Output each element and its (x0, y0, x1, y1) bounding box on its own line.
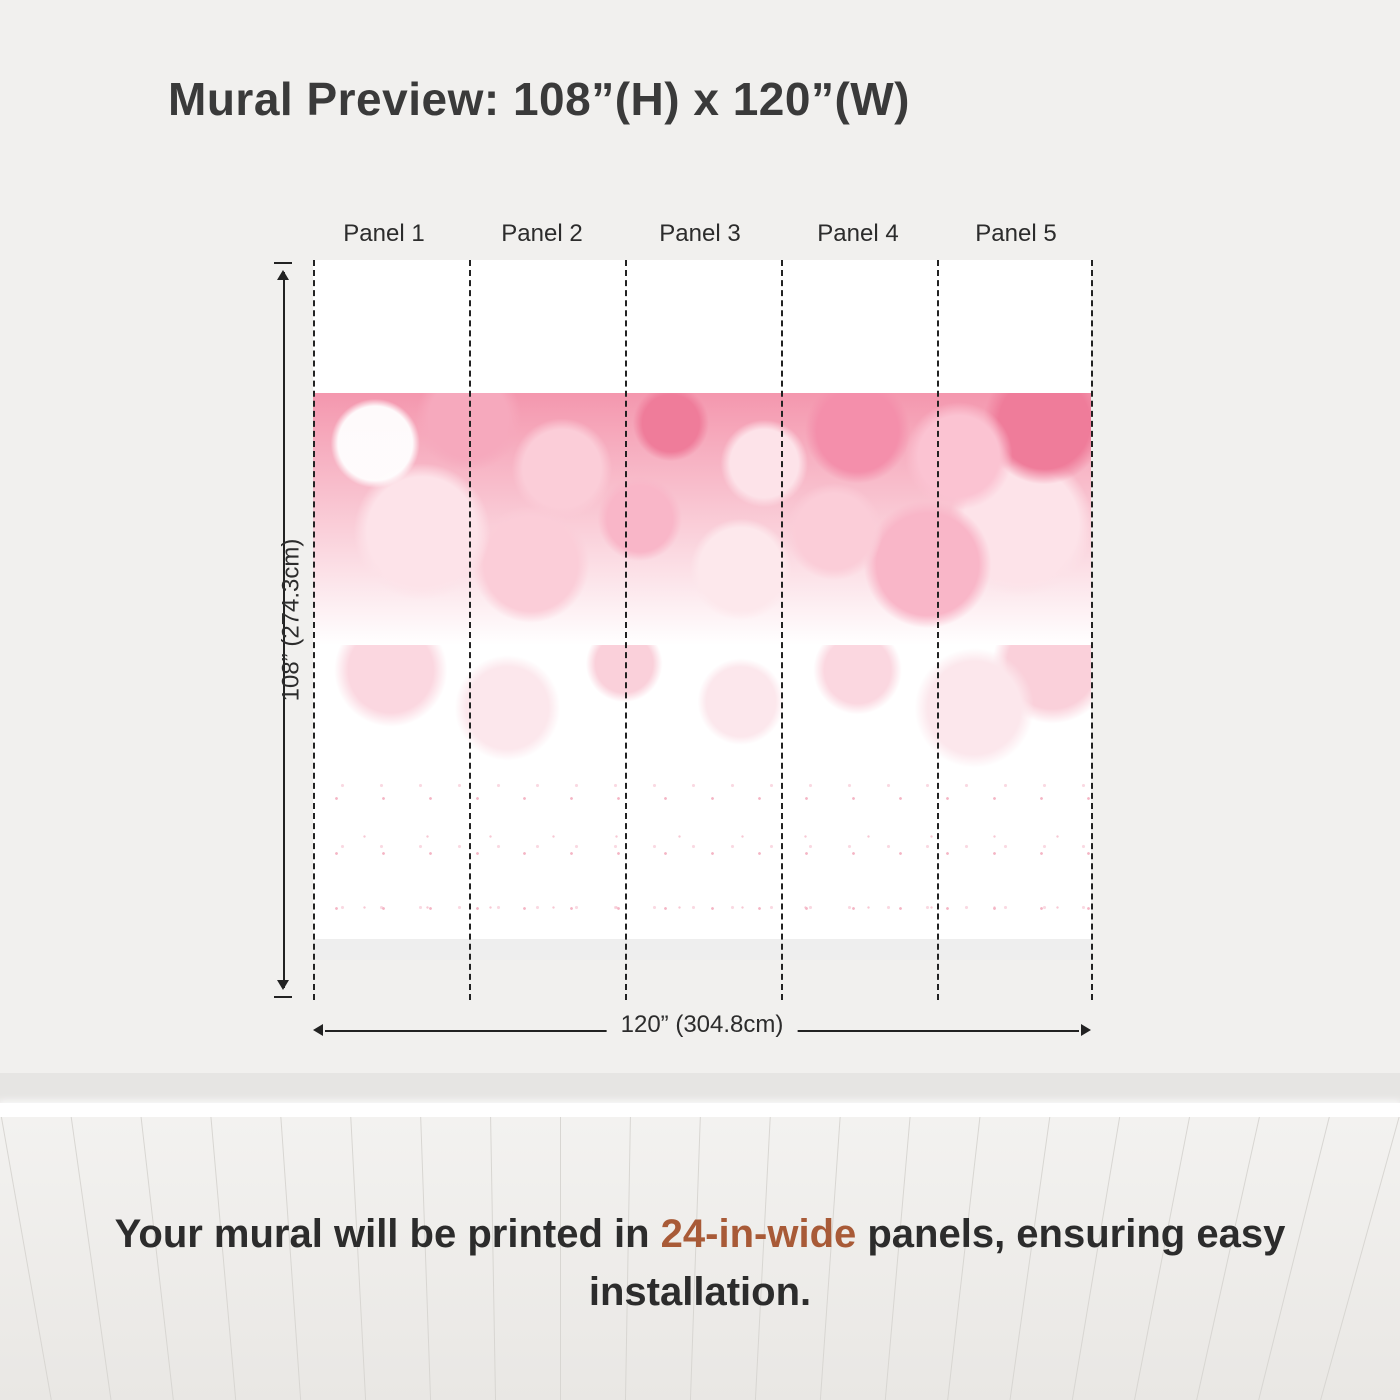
height-dimension-label: 108” (274.3cm) (277, 539, 305, 702)
install-caption: Your mural will be printed in 24-in-wide… (0, 1205, 1400, 1321)
panel-divider-5 (1091, 260, 1093, 1000)
panel-label-row: Panel 1 Panel 2 Panel 3 Panel 4 Panel 5 (305, 220, 1095, 248)
mural-preview-scene: Mural Preview: 108”(H) x 120”(W) Panel 1… (0, 0, 1400, 1400)
height-dimension-arrow-down (277, 980, 289, 990)
mural-image (313, 260, 1091, 960)
caption-accent: 24-in-wide (661, 1212, 857, 1256)
panel-label-1: Panel 2 (463, 220, 621, 248)
panel-label-4: Panel 5 (937, 220, 1095, 248)
width-dimension-label: 120” (304.8cm) (607, 1011, 798, 1039)
falling-petals (313, 771, 1091, 939)
width-dimension: 120” (304.8cm) (313, 1015, 1091, 1045)
panel-label-0: Panel 1 (305, 220, 463, 248)
panel-label-3: Panel 4 (779, 220, 937, 248)
panel-divider-0 (313, 260, 315, 1000)
height-dimension-arrow-up (277, 270, 289, 280)
cherry-blossom-band (313, 393, 1091, 645)
room-baseboard (0, 1103, 1400, 1117)
mural-top-margin (313, 260, 1091, 393)
panel-divider-2 (625, 260, 627, 1000)
height-dimension-cap-top (274, 262, 292, 264)
mural-diagram: Panel 1 Panel 2 Panel 3 Panel 4 Panel 5 (0, 195, 1400, 1045)
panel-divider-3 (781, 260, 783, 1000)
panel-label-2: Panel 3 (621, 220, 779, 248)
height-dimension-cap-bottom (274, 996, 292, 998)
cherry-blossom-fade (313, 645, 1091, 771)
panel-divider-1 (469, 260, 471, 1000)
panel-divider-4 (937, 260, 939, 1000)
mural-bottom-shade (313, 939, 1091, 960)
width-dimension-arrow-left (313, 1024, 323, 1036)
width-dimension-arrow-right (1081, 1024, 1091, 1036)
caption-prefix: Your mural will be printed in (115, 1212, 661, 1256)
page-title: Mural Preview: 108”(H) x 120”(W) (168, 72, 910, 126)
